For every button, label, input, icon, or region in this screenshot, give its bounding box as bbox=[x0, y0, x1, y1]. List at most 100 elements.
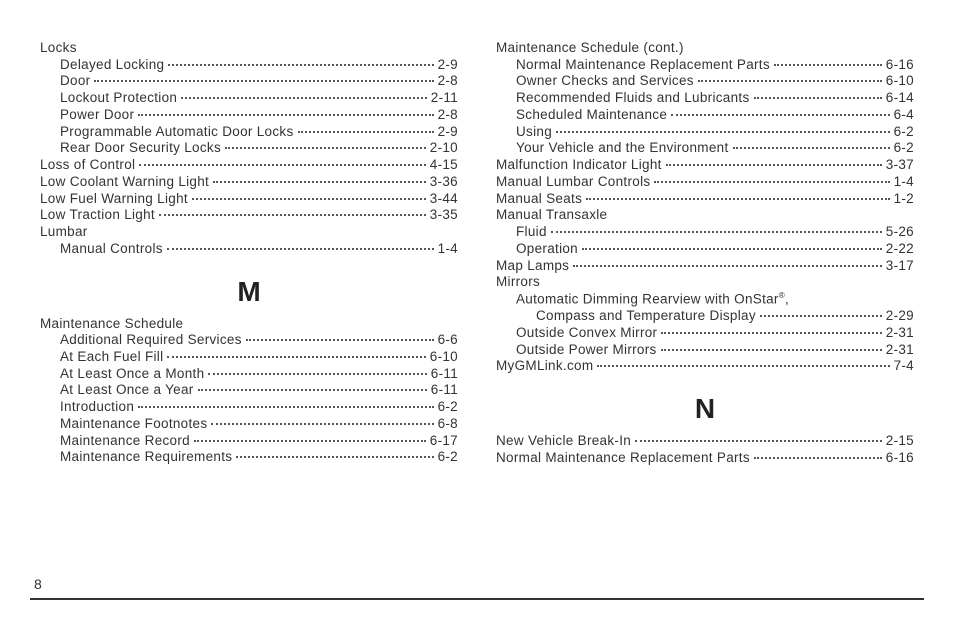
dot-leader bbox=[139, 164, 425, 166]
index-entry: Rear Door Security Locks2-10 bbox=[60, 140, 458, 157]
dot-leader bbox=[754, 457, 882, 459]
entry-page: 2-9 bbox=[438, 124, 458, 141]
index-entry: Compass and Temperature Display2-29 bbox=[536, 308, 914, 325]
entry-label: Operation bbox=[516, 241, 578, 258]
entry-label: Recommended Fluids and Lubricants bbox=[516, 90, 750, 107]
index-entry: Maintenance Schedule (cont.) bbox=[496, 40, 914, 57]
entry-label: Maintenance Record bbox=[60, 433, 190, 450]
index-entry: Low Fuel Warning Light3-44 bbox=[40, 191, 458, 208]
dot-leader bbox=[760, 315, 882, 317]
dot-leader bbox=[671, 114, 889, 116]
index-entry: Your Vehicle and the Environment6-2 bbox=[516, 140, 914, 157]
entry-label: Map Lamps bbox=[496, 258, 569, 275]
entry-label: Maintenance Schedule bbox=[40, 316, 183, 333]
entry-label: New Vehicle Break-In bbox=[496, 433, 631, 450]
entry-page: 6-2 bbox=[894, 124, 914, 141]
entry-label: Your Vehicle and the Environment bbox=[516, 140, 729, 157]
index-entry: Programmable Automatic Door Locks 2-9 bbox=[60, 124, 458, 141]
index-entry: MyGMLink.com7-4 bbox=[496, 358, 914, 375]
section-letter: M bbox=[40, 276, 458, 308]
dot-leader bbox=[208, 373, 426, 375]
entry-page: 2-31 bbox=[886, 342, 914, 359]
entry-label: Using bbox=[516, 124, 552, 141]
entry-page: 6-11 bbox=[431, 366, 458, 383]
entry-label: Owner Checks and Services bbox=[516, 73, 694, 90]
index-entry: Introduction6-2 bbox=[60, 399, 458, 416]
entry-label: Outside Convex Mirror bbox=[516, 325, 657, 342]
index-entry: Power Door2-8 bbox=[60, 107, 458, 124]
index-entry: Lockout Protection2-11 bbox=[60, 90, 458, 107]
index-entry: At Each Fuel Fill6-10 bbox=[60, 349, 458, 366]
dot-leader bbox=[192, 198, 426, 200]
entry-label: Normal Maintenance Replacement Parts bbox=[516, 57, 770, 74]
section-letter: N bbox=[496, 393, 914, 425]
entry-label: Fluid bbox=[516, 224, 547, 241]
dot-leader bbox=[138, 406, 433, 408]
index-entry: Additional Required Services6-6 bbox=[60, 332, 458, 349]
dot-leader bbox=[551, 231, 882, 233]
entry-label: MyGMLink.com bbox=[496, 358, 593, 375]
index-entry: Scheduled Maintenance6-4 bbox=[516, 107, 914, 124]
index-entry: Using 6-2 bbox=[516, 124, 914, 141]
dot-leader bbox=[167, 248, 434, 250]
index-entry: Map Lamps3-17 bbox=[496, 258, 914, 275]
entry-page: 3-36 bbox=[430, 174, 458, 191]
entry-page: 2-9 bbox=[438, 57, 458, 74]
entry-page: 2-15 bbox=[886, 433, 914, 450]
entry-label: Manual Seats bbox=[496, 191, 582, 208]
dot-leader bbox=[654, 181, 889, 183]
entry-label: Manual Transaxle bbox=[496, 207, 607, 224]
dot-leader bbox=[298, 131, 434, 133]
entry-page: 2-29 bbox=[886, 308, 914, 325]
entry-page: 2-10 bbox=[430, 140, 458, 157]
index-entry: Manual Transaxle bbox=[496, 207, 914, 224]
entry-page: 6-2 bbox=[438, 399, 458, 416]
dot-leader bbox=[556, 131, 890, 133]
entry-label: Loss of Control bbox=[40, 157, 135, 174]
entry-label: Normal Maintenance Replacement Parts bbox=[496, 450, 750, 467]
index-entry: Maintenance Requirements6-2 bbox=[60, 449, 458, 466]
entry-label: Lumbar bbox=[40, 224, 88, 241]
dot-leader bbox=[698, 80, 882, 82]
entry-page: 5-26 bbox=[886, 224, 914, 241]
entry-page: 6-4 bbox=[894, 107, 914, 124]
index-entry: Automatic Dimming Rearview with OnStar®, bbox=[516, 291, 914, 308]
entry-page: 6-17 bbox=[430, 433, 458, 450]
index-entry: Outside Convex Mirror 2-31 bbox=[516, 325, 914, 342]
entry-label: Locks bbox=[40, 40, 77, 57]
dot-leader bbox=[138, 114, 433, 116]
index-entry: Lumbar bbox=[40, 224, 458, 241]
dot-leader bbox=[573, 265, 882, 267]
index-entry: Manual Controls1-4 bbox=[60, 241, 458, 258]
index-entry: Normal Maintenance Replacement Parts 6-16 bbox=[496, 450, 914, 467]
entry-label: At Least Once a Month bbox=[60, 366, 204, 383]
index-entry: Malfunction Indicator Light3-37 bbox=[496, 157, 914, 174]
index-entry: Maintenance Schedule bbox=[40, 316, 458, 333]
dot-leader bbox=[181, 97, 427, 99]
entry-page: 6-16 bbox=[886, 450, 914, 467]
index-entry: Mirrors bbox=[496, 274, 914, 291]
index-entry: Operation 2-22 bbox=[516, 241, 914, 258]
dot-leader bbox=[661, 332, 881, 334]
index-entry: Low Coolant Warning Light 3-36 bbox=[40, 174, 458, 191]
entry-label: Programmable Automatic Door Locks bbox=[60, 124, 294, 141]
entry-label: Mirrors bbox=[496, 274, 540, 291]
entry-page: 3-35 bbox=[430, 207, 458, 224]
entry-page: 1-4 bbox=[894, 174, 914, 191]
entry-page: 2-31 bbox=[886, 325, 914, 342]
dot-leader bbox=[225, 147, 426, 149]
entry-page: 3-44 bbox=[430, 191, 458, 208]
entry-page: 6-2 bbox=[438, 449, 458, 466]
entry-page: 6-8 bbox=[438, 416, 458, 433]
entry-page: 2-22 bbox=[886, 241, 914, 258]
entry-label: Low Coolant Warning Light bbox=[40, 174, 209, 191]
dot-leader bbox=[586, 198, 889, 200]
entry-label: Maintenance Footnotes bbox=[60, 416, 207, 433]
entry-page: 1-4 bbox=[438, 241, 458, 258]
index-entry: Maintenance Record 6-17 bbox=[60, 433, 458, 450]
dot-leader bbox=[754, 97, 882, 99]
dot-leader bbox=[582, 248, 882, 250]
entry-label: Malfunction Indicator Light bbox=[496, 157, 662, 174]
entry-label: Outside Power Mirrors bbox=[516, 342, 657, 359]
entry-label: Door bbox=[60, 73, 90, 90]
